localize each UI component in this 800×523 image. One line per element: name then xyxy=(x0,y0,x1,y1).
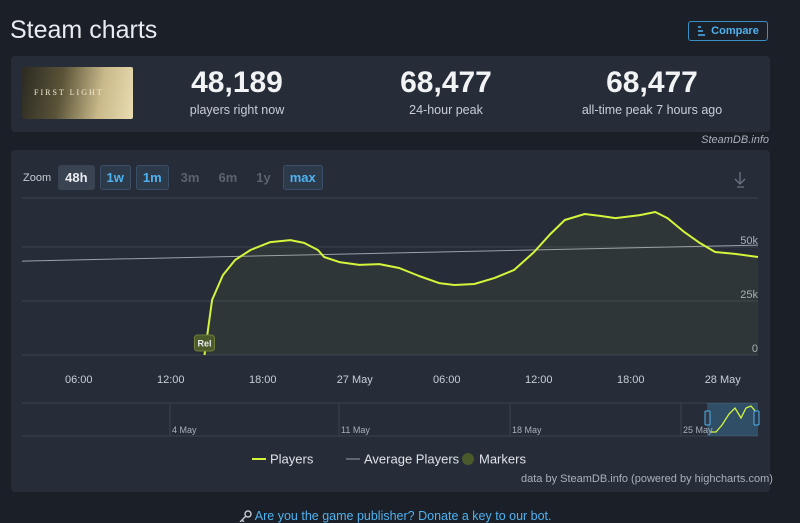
x-tick-label: 18:00 xyxy=(249,374,277,386)
compare-icon xyxy=(698,26,706,36)
navigator-range[interactable] xyxy=(707,403,758,436)
publisher-link[interactable]: Are you the game publisher? Donate a key… xyxy=(238,509,552,523)
players-area xyxy=(204,212,758,355)
zoom-button[interactable]: 48h xyxy=(58,165,95,190)
stat: 68,477 24-hour peak xyxy=(336,66,556,117)
publisher-link-text[interactable]: Are you the game publisher? Donate a key… xyxy=(254,509,552,523)
navigator-label: 4 May xyxy=(172,425,197,435)
legend-symbol xyxy=(462,453,474,465)
y-tick-label: 0 xyxy=(752,343,758,355)
x-tick-label: 18:00 xyxy=(617,374,645,386)
stat-value: 48,189 xyxy=(191,66,283,99)
x-tick-label: 28 May xyxy=(705,374,742,386)
stat-label: 24-hour peak xyxy=(409,103,483,117)
players-line xyxy=(203,211,759,356)
key-icon xyxy=(239,510,252,523)
chart: 4 May 11 May 18 May 25 May data by SteamDB.… xyxy=(21,172,773,485)
zoom-bar: Zoom 48h 1w 1m 3m 6m 1y max xyxy=(23,165,323,190)
stat-label: players right now xyxy=(189,103,285,117)
x-tick-label: 06:00 xyxy=(65,374,93,386)
navigator-line xyxy=(710,405,757,433)
zoom-button[interactable]: 1m xyxy=(135,165,169,190)
banner-text: FIRST LIGHT xyxy=(34,88,104,97)
legend-label: Markers xyxy=(479,452,526,467)
legend-label[interactable]: Players xyxy=(270,452,314,467)
chart-panel xyxy=(11,150,770,492)
zoom-button: 1y xyxy=(256,170,271,185)
zoom-button[interactable]: max xyxy=(282,165,323,190)
navigator: 4 May 11 May 18 May 25 May xyxy=(22,402,760,437)
credits: data by SteamDB.info (powered by highcha… xyxy=(521,473,773,485)
compare-label[interactable]: Compare xyxy=(711,25,759,37)
marker-label: Rel xyxy=(197,339,211,349)
stat-label[interactable]: all-time peak 7 hours ago xyxy=(581,103,723,117)
navigator-label: 11 May xyxy=(341,425,370,435)
navigator-handle[interactable] xyxy=(753,410,760,426)
y-tick-label: 25k xyxy=(740,289,758,301)
legend-label[interactable]: Average Players xyxy=(364,452,460,467)
compare-button[interactable]: Compare xyxy=(688,21,768,41)
stat-value: 68,477 xyxy=(400,66,492,99)
stat-value: 68,477 xyxy=(606,66,698,99)
zoom-button: 3m xyxy=(180,170,200,185)
game-banner[interactable]: FIRST LIGHT xyxy=(22,67,133,119)
y-tick-label: 50k xyxy=(740,235,758,247)
x-tick-label: 12:00 xyxy=(157,374,185,386)
zoom-button[interactable]: 1w xyxy=(99,165,131,190)
navigator-handle[interactable] xyxy=(704,410,711,426)
x-tick-label: 12:00 xyxy=(525,374,553,386)
marker xyxy=(193,334,215,352)
stat: 48,189 players right now xyxy=(127,66,347,117)
navigator-label: 25 May xyxy=(683,425,713,435)
page-title: Steam charts xyxy=(10,16,158,44)
average-line xyxy=(21,244,759,262)
zoom-button: 6m xyxy=(218,170,238,185)
stats-panel: FIRST LIGHT 48,189 players right now 68,… xyxy=(11,56,770,132)
x-tick-label: 06:00 xyxy=(433,374,461,386)
download-icon[interactable] xyxy=(734,172,746,188)
zoom-label: Zoom xyxy=(23,171,52,184)
x-tick-label: 27 May xyxy=(337,374,374,386)
navigator-label: 18 May xyxy=(512,425,542,435)
stat: 68,477 all-time peak 7 hours ago xyxy=(542,66,762,117)
watermark: SteamDB.info xyxy=(701,134,769,146)
